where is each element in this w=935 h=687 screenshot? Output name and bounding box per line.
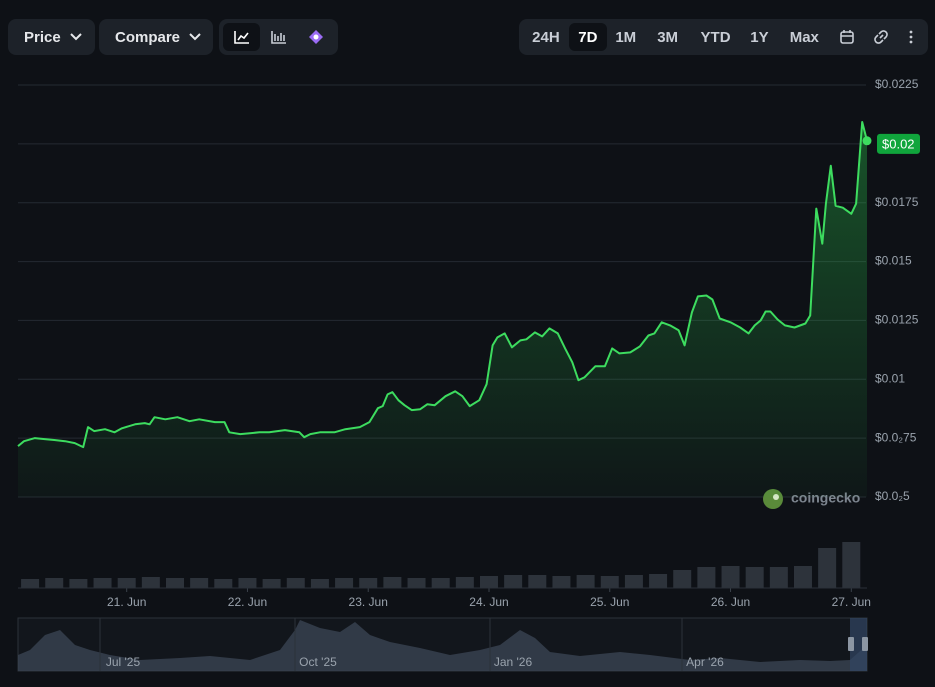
volume-bar xyxy=(310,579,329,588)
volume-bar xyxy=(455,577,474,588)
price-button[interactable]: Price xyxy=(8,19,95,55)
price-label: Price xyxy=(24,28,61,46)
y-tick-label: $0.015 xyxy=(875,254,912,268)
volume-bar xyxy=(769,567,788,588)
navigator-label: Jan '26 xyxy=(494,655,533,669)
y-tick-label: $0.0₂75 xyxy=(875,430,917,444)
volume-bar xyxy=(238,578,257,588)
x-tick-label: 26. Jun xyxy=(711,595,750,609)
range-button[interactable]: 3M xyxy=(657,28,679,46)
volume-bar xyxy=(552,576,571,588)
range-button[interactable]: 1Y xyxy=(750,28,769,46)
volume-bar xyxy=(359,578,378,588)
x-tick-label: 24. Jun xyxy=(469,595,508,609)
chevron xyxy=(189,33,201,41)
volume-bar xyxy=(117,578,136,588)
candle-chart-icon[interactable] xyxy=(260,23,297,51)
navigator-label: Apr '26 xyxy=(686,655,724,669)
volume-bar xyxy=(842,542,861,588)
volume-bar xyxy=(190,578,209,588)
calendar-icon[interactable] xyxy=(830,23,864,51)
range-button[interactable]: 1M xyxy=(615,28,637,46)
volume-bar xyxy=(721,566,740,588)
volume-bar xyxy=(528,575,547,588)
volume-bar xyxy=(93,578,112,588)
y-tick-label: $0.0125 xyxy=(875,313,919,327)
volume-bar xyxy=(214,579,233,588)
y-tick-label: $0.01 xyxy=(875,371,905,385)
x-tick-label: 22. Jun xyxy=(228,595,267,609)
volume-bar xyxy=(431,578,450,588)
range-button[interactable]: 7D xyxy=(568,23,607,51)
volume-bar xyxy=(818,548,837,588)
compare-button[interactable]: Compare xyxy=(99,19,213,55)
volume-bar xyxy=(45,578,64,588)
volume-bar xyxy=(286,578,305,588)
volume-bar xyxy=(745,567,764,588)
navigator-label: Oct '25 xyxy=(299,655,337,669)
line-chart-icon[interactable] xyxy=(223,23,260,51)
range-switch: 24H 7D 1M 3M YTD 1Y Max xyxy=(519,19,928,55)
more-icon[interactable] xyxy=(898,23,924,51)
x-tick-label: 25. Jun xyxy=(590,595,629,609)
volume-bar xyxy=(165,578,184,588)
y-tick-label: $0.02 xyxy=(882,136,915,151)
volume-bar xyxy=(262,579,281,588)
y-tick-label: $0.0225 xyxy=(875,77,919,91)
navigator xyxy=(17,617,868,672)
volume-bar xyxy=(576,575,595,588)
volume-bar xyxy=(335,578,354,588)
volume-bar xyxy=(649,574,668,588)
volume-bar xyxy=(383,577,402,588)
x-tick-label: 27. Jun xyxy=(832,595,871,609)
volume-bar xyxy=(504,575,523,588)
volume-bar xyxy=(673,570,692,588)
volume-bar xyxy=(624,575,643,588)
volume-bar xyxy=(479,576,498,588)
y-tick-label: $0.0₂5 xyxy=(875,489,910,503)
volume-bar xyxy=(697,567,716,588)
volume-bar xyxy=(21,579,40,588)
last-point xyxy=(862,136,872,146)
tradingview-icon[interactable] xyxy=(297,23,334,51)
price-area xyxy=(18,122,867,497)
compare-label: Compare xyxy=(115,28,181,46)
volume-bar xyxy=(600,576,619,588)
y-tick-label: $0.0175 xyxy=(875,195,919,209)
range-button[interactable]: Max xyxy=(789,28,819,46)
volume-bar xyxy=(141,577,160,588)
x-tick-label: 23. Jun xyxy=(349,595,388,609)
link-icon[interactable] xyxy=(864,23,898,51)
volume-bar xyxy=(69,579,88,588)
price-line xyxy=(17,121,868,449)
chart-type-switch xyxy=(219,19,338,55)
volume-bar xyxy=(793,566,812,588)
x-tick-label: 21. Jun xyxy=(107,595,146,609)
range-button[interactable]: 24H xyxy=(532,28,560,46)
chevron xyxy=(69,33,82,41)
navigator-label: Jul '25 xyxy=(106,655,141,669)
volume-bar xyxy=(407,578,426,588)
price-badge xyxy=(877,133,920,154)
range-button[interactable]: YTD xyxy=(700,28,731,46)
